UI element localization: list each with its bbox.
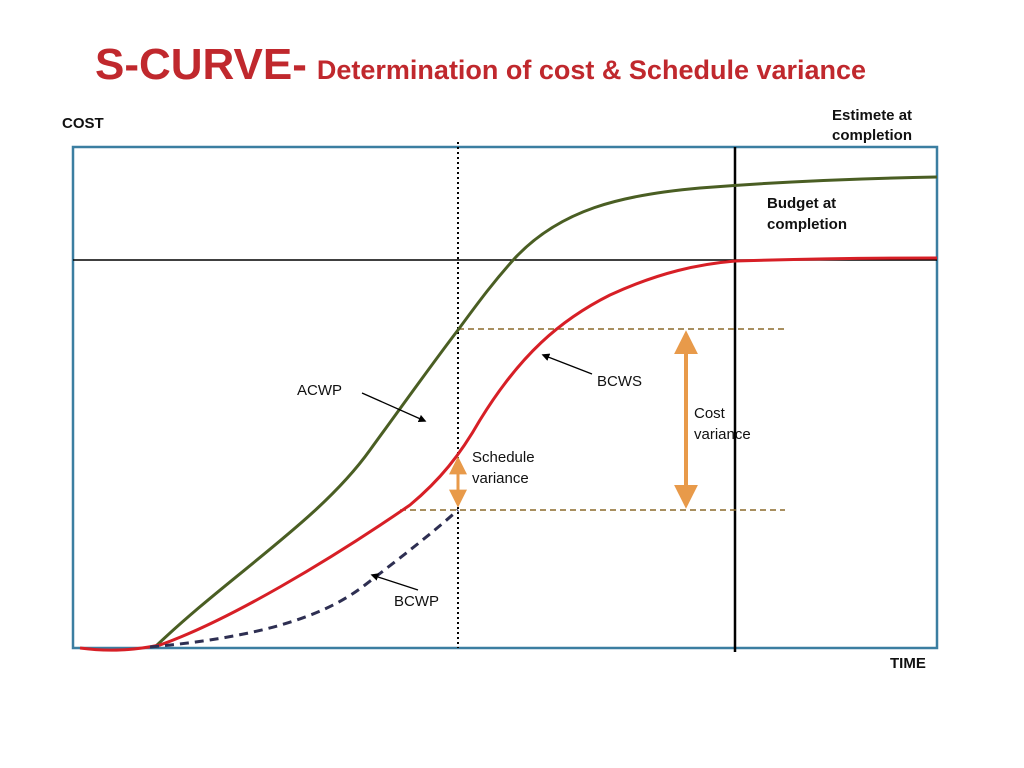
acwp-pointer-arrow bbox=[361, 392, 427, 423]
bcws-label: BCWS bbox=[597, 373, 642, 390]
cost-variance-label-line2: variance bbox=[694, 426, 751, 443]
budget-at-completion-label-line1: Budget at bbox=[767, 195, 836, 212]
y-axis-label: COST bbox=[62, 115, 104, 132]
acwp-curve bbox=[153, 175, 938, 649]
schedule-variance-label-line2: variance bbox=[472, 470, 529, 487]
bcwp-label: BCWP bbox=[394, 593, 439, 610]
bcwp-pointer-arrow bbox=[370, 573, 419, 591]
cost-variance-label-line1: Cost bbox=[694, 405, 726, 422]
schedule-variance-label-line1: Schedule bbox=[472, 449, 535, 466]
estimate-at-completion-label-line1: Estimete at bbox=[832, 107, 912, 124]
acwp-label: ACWP bbox=[297, 382, 342, 399]
plot-frame bbox=[71, 145, 939, 650]
bcwp-curve bbox=[149, 508, 459, 649]
bcws-pointer-arrow bbox=[541, 353, 593, 375]
title-main: S-CURVE- bbox=[95, 40, 307, 89]
budget-at-completion-label-line2: completion bbox=[767, 216, 847, 233]
page-title: S-CURVE- Determination of cost & Schedule… bbox=[95, 40, 866, 100]
title-subtitle: Determination of cost & Schedule varianc… bbox=[316, 55, 867, 85]
bcws-curve bbox=[79, 256, 938, 652]
estimate-at-completion-label-line2: completion bbox=[832, 127, 912, 144]
x-axis-label: TIME bbox=[890, 655, 926, 672]
